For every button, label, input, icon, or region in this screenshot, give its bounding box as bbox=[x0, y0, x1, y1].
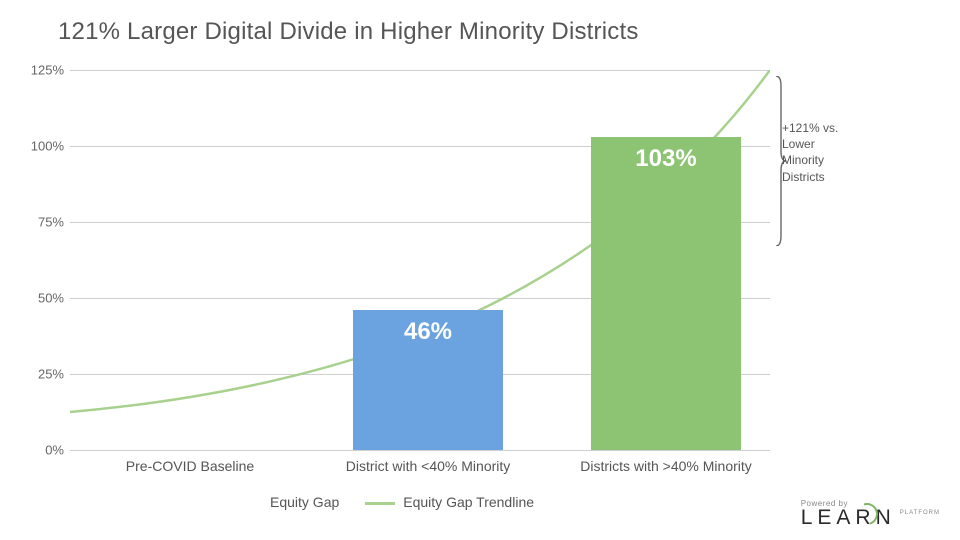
y-tick-label: 25% bbox=[4, 367, 64, 382]
brand-letter: E bbox=[817, 506, 836, 530]
annotation-line: +121% vs. bbox=[782, 120, 838, 136]
annotation-line: Minority bbox=[782, 152, 838, 168]
bar-lower-minority: 46% bbox=[353, 310, 503, 450]
bar-higher-minority: 103% bbox=[591, 137, 741, 450]
branding: Powered by L E A R N PLATFORM bbox=[801, 499, 940, 530]
legend: Equity Gap Equity Gap Trendline bbox=[270, 494, 534, 510]
brand-letter: N bbox=[876, 506, 896, 530]
bar-label: 46% bbox=[353, 318, 503, 346]
bar-annotation: +121% vs. Lower Minority Districts bbox=[782, 120, 838, 185]
legend-item-trendline: Equity Gap Trendline bbox=[365, 494, 534, 510]
brand-letter: L bbox=[801, 506, 818, 530]
annotation-line: Districts bbox=[782, 169, 838, 185]
gridline bbox=[70, 70, 770, 71]
y-tick-label: 0% bbox=[4, 443, 64, 458]
y-tick-label: 125% bbox=[4, 63, 64, 78]
y-tick-label: 50% bbox=[4, 291, 64, 306]
plot-area: 46% 103% Pre-COVID Baseline District wit… bbox=[70, 70, 770, 450]
y-tick-label: 75% bbox=[4, 215, 64, 230]
legend-item-label: Equity Gap Trendline bbox=[403, 494, 534, 510]
legend-item-series: Equity Gap bbox=[270, 494, 339, 510]
brand-wordmark: L E A R N PLATFORM bbox=[801, 506, 940, 530]
x-label: Pre-COVID Baseline bbox=[126, 458, 254, 474]
brand-letter-r: R bbox=[855, 506, 875, 530]
legend-line-swatch-icon bbox=[365, 502, 395, 505]
gridline bbox=[70, 450, 770, 451]
brand-letter: A bbox=[836, 506, 855, 530]
chart-title: 121% Larger Digital Divide in Higher Min… bbox=[58, 18, 639, 46]
y-tick-label: 100% bbox=[4, 139, 64, 154]
x-label: Districts with >40% Minority bbox=[580, 458, 752, 474]
platform-text: PLATFORM bbox=[900, 510, 940, 516]
annotation-line: Lower bbox=[782, 136, 838, 152]
chart-container: 121% Larger Digital Divide in Higher Min… bbox=[0, 0, 960, 540]
x-label: District with <40% Minority bbox=[346, 458, 511, 474]
bar-label: 103% bbox=[591, 145, 741, 173]
